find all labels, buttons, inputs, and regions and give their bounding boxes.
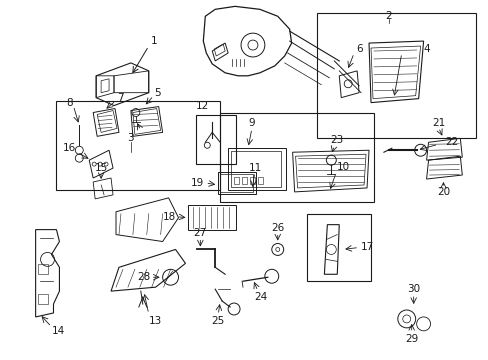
Bar (56, 100, 220, 190)
Text: 19: 19 (190, 178, 203, 188)
Bar (220, 113, 373, 202)
Text: 28: 28 (137, 272, 150, 282)
Bar (231, 151, 280, 187)
Text: 17: 17 (360, 243, 373, 252)
Text: 10: 10 (336, 162, 349, 172)
Text: 21: 21 (431, 118, 444, 129)
Bar (196, 114, 236, 164)
Bar (188, 205, 236, 230)
Bar (218, 172, 255, 194)
Bar (317, 13, 475, 138)
Text: 9: 9 (248, 118, 255, 129)
Text: 11: 11 (249, 163, 262, 173)
Bar (242, 177, 246, 184)
Text: 7: 7 (117, 93, 123, 103)
Text: 27: 27 (193, 228, 206, 238)
Text: 29: 29 (404, 334, 417, 344)
Text: 12: 12 (195, 100, 208, 111)
Bar (306, 214, 370, 281)
Text: 23: 23 (330, 135, 343, 145)
Bar (249, 177, 254, 184)
Text: 18: 18 (163, 212, 176, 222)
Text: 20: 20 (436, 187, 449, 197)
Text: 5: 5 (154, 88, 161, 98)
Text: 22: 22 (444, 137, 457, 147)
Text: 15: 15 (94, 163, 107, 173)
Text: 4: 4 (423, 44, 429, 54)
Text: 25: 25 (211, 316, 224, 326)
Bar (38, 264, 47, 274)
Text: 14: 14 (52, 326, 65, 336)
Text: 30: 30 (407, 284, 419, 294)
Text: 8: 8 (66, 98, 73, 108)
Text: 2: 2 (385, 11, 391, 21)
Text: 13: 13 (149, 316, 162, 326)
Text: 26: 26 (270, 222, 284, 233)
Bar (234, 177, 239, 184)
Text: 16: 16 (62, 143, 76, 153)
Bar (228, 148, 285, 190)
Text: 24: 24 (254, 292, 267, 302)
Text: 1: 1 (150, 36, 157, 46)
Bar (220, 174, 252, 192)
Text: 3: 3 (127, 133, 134, 143)
Text: 6: 6 (355, 44, 362, 54)
Bar (38, 294, 47, 304)
Bar (257, 177, 263, 184)
